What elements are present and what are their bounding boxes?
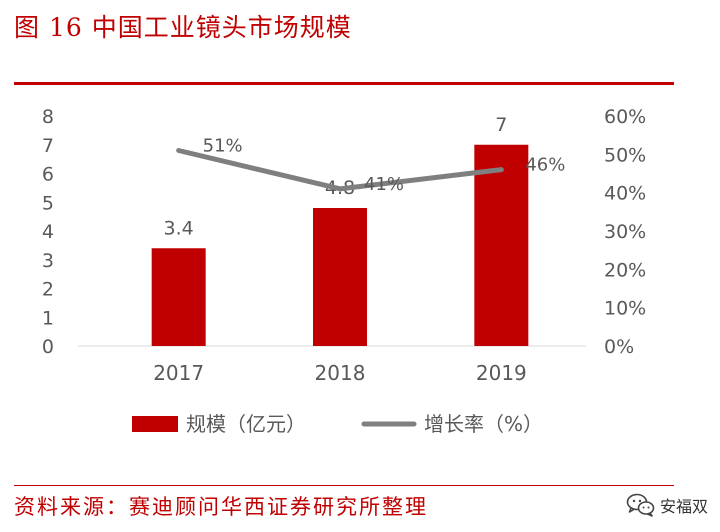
legend-label-bar: 规模（亿元） <box>186 412 306 436</box>
growth-rate-line <box>176 148 504 192</box>
watermark-text: 安福双 <box>659 497 708 516</box>
y-left-tick-label: 1 <box>42 307 54 329</box>
legend-swatch-bar <box>132 416 178 432</box>
line-data-label: 46% <box>525 155 565 176</box>
y-right-tick-label: 40% <box>604 183 646 205</box>
y-right-tick-label: 10% <box>604 298 646 320</box>
chart-container: 0 1 2 3 4 5 6 7 8 0% 10% 20% 30% 40% 50% 60% 3.4 4.8 7 2017… <box>24 88 676 477</box>
y-left-tick-label: 6 <box>42 164 54 186</box>
legend-label-line: 增长率（%） <box>424 412 543 436</box>
bar-data-label: 7 <box>495 114 507 136</box>
x-tick-label: 2017 <box>153 361 204 385</box>
chart-svg: 0123456780%10%20%30%40%50%60%3.44.872017… <box>42 106 646 436</box>
y-right-tick-label: 30% <box>604 221 646 243</box>
bar-2018 <box>313 208 367 346</box>
source-divider <box>14 485 674 486</box>
y-left-tick-label: 0 <box>42 336 54 358</box>
y-left-tick-label: 3 <box>42 250 54 272</box>
figure-title: 图 16 中国工业镜头市场规模 <box>14 13 352 42</box>
line-data-label: 51% <box>203 136 243 157</box>
x-tick-label: 2019 <box>476 361 527 385</box>
x-tick-label: 2018 <box>315 361 366 385</box>
bar-data-label: 3.4 <box>164 217 194 239</box>
y-right-tick-label: 50% <box>604 144 646 166</box>
y-left-tick-label: 2 <box>42 279 54 301</box>
y-left-tick-label: 8 <box>42 106 54 128</box>
y-right-tick-label: 0% <box>604 336 634 358</box>
watermark: 安福双 <box>626 492 708 518</box>
bar-2019 <box>474 144 529 346</box>
line-data-label: 41% <box>364 174 404 195</box>
wechat-logo-icon <box>626 493 655 517</box>
y-left-tick-label: 5 <box>42 192 54 214</box>
title-divider <box>14 82 674 85</box>
bar-2017 <box>151 248 206 346</box>
y-left-tick-label: 7 <box>42 135 54 157</box>
y-right-tick-label: 20% <box>604 259 646 281</box>
y-left-tick-label: 4 <box>42 221 54 243</box>
source-note: 资料来源：赛迪顾问华西证券研究所整理 <box>14 495 428 519</box>
y-right-tick-label: 60% <box>604 106 646 128</box>
